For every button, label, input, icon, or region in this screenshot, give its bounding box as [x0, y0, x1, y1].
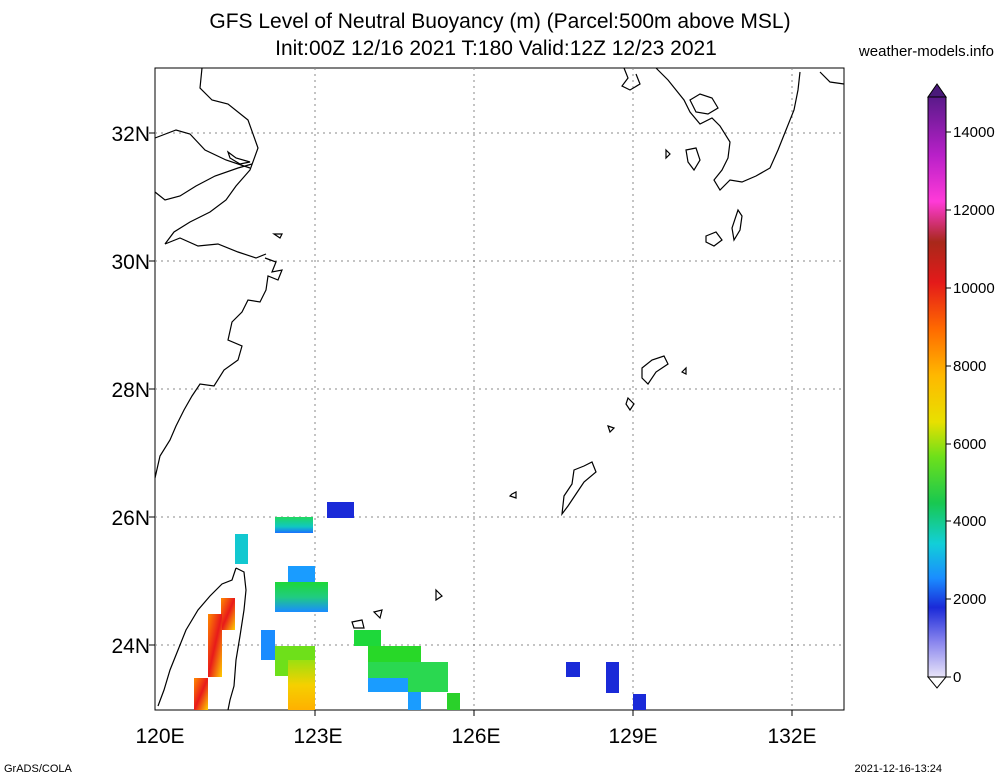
colorbar-label-12000: 12000: [953, 202, 995, 219]
colorbar-label-8000: 8000: [953, 358, 986, 375]
lat-label-26n: 26N: [111, 507, 150, 530]
colorbar: 14000 12000 10000 8000 6000 4000 2000 0: [926, 83, 995, 689]
colorbar-label-2000: 2000: [953, 591, 986, 608]
title-line-2: Init:00Z 12/16 2021 T:180 Valid:12Z 12/2…: [275, 37, 717, 60]
lat-labels: 32N 30N 28N 26N 24N: [111, 123, 150, 658]
colorbar-label-10000: 10000: [953, 280, 995, 297]
colorbar-label-14000: 14000: [953, 124, 995, 141]
lat-ticks: [149, 132, 155, 646]
colorbar-scale: [927, 96, 947, 678]
lat-label-24n: 24N: [111, 635, 150, 658]
colorbar-bottom-arrow: [926, 676, 948, 689]
lat-label-32n: 32N: [111, 123, 150, 146]
lat-label-30n: 30N: [111, 251, 150, 274]
colorbar-top-arrow: [927, 83, 947, 98]
coastlines: [154, 67, 845, 711]
title-line-1: GFS Level of Neutral Buoyancy (m) (Parce…: [209, 10, 791, 33]
lon-labels: 120E 123E 126E 129E 132E: [135, 725, 816, 748]
lon-label-126e: 126E: [451, 725, 500, 748]
lon-label-129e: 129E: [608, 725, 657, 748]
footer-timestamp: 2021-12-16-13:24: [854, 763, 942, 775]
footer-left-credit: GrADS/COLA: [4, 763, 72, 775]
buoyancy-field: [194, 502, 646, 710]
lat-label-28n: 28N: [111, 379, 150, 402]
site-credit: weather-models.info: [858, 43, 994, 60]
lon-ticks: [314, 710, 793, 716]
colorbar-label-6000: 6000: [953, 436, 986, 453]
lon-label-120e: 120E: [135, 725, 184, 748]
colorbar-label-4000: 4000: [953, 513, 986, 530]
lon-label-123e: 123E: [293, 725, 342, 748]
lon-label-132e: 132E: [767, 725, 816, 748]
colorbar-label-0: 0: [953, 669, 961, 686]
